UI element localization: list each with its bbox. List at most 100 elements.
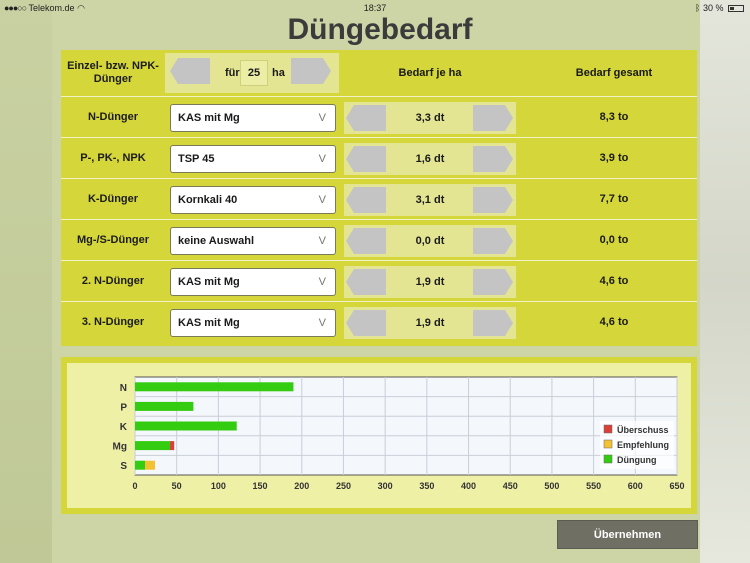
amount-per-ha: 0,0 dt xyxy=(415,235,445,247)
x-tick-label: 600 xyxy=(628,481,643,491)
battery-icon xyxy=(728,5,744,13)
fertilizer-select[interactable]: TSP 45 V xyxy=(170,145,336,173)
amount-decrease-button[interactable] xyxy=(346,105,386,131)
bluetooth-icon: ᛒ xyxy=(695,3,701,13)
apply-button[interactable]: Übernehmen xyxy=(557,520,698,549)
nutrient-bar-chart: NPK Mg S0 50 100 150 200 250 300 350 400 450 500 550 6… xyxy=(113,376,685,491)
arrow-right-icon xyxy=(473,310,513,336)
bar-düngung xyxy=(135,401,194,411)
chart-panel: N P K Mg S 0 50 100 150 200 250 300 350 400 450 500 550 6… xyxy=(61,357,697,514)
amount-increase-button[interactable] xyxy=(473,187,513,213)
bar-überschuss xyxy=(170,441,175,451)
hectare-increase-button[interactable] xyxy=(291,58,331,84)
wifi-icon: ◠ xyxy=(77,3,85,13)
x-tick-label: 550 xyxy=(586,481,601,491)
amount-increase-button[interactable] xyxy=(473,269,513,295)
amount-stepper: 0,0 dt xyxy=(344,225,516,257)
amount-total: 0,0 to xyxy=(599,234,629,246)
amount-decrease-button[interactable] xyxy=(346,310,386,336)
x-tick-label: 650 xyxy=(669,481,684,491)
chevron-down-icon: V xyxy=(318,194,326,206)
row-label: 3. N-Dünger xyxy=(81,315,145,328)
amount-increase-button[interactable] xyxy=(473,146,513,172)
hectare-input[interactable]: 25 xyxy=(240,60,268,86)
status-right: ᛒ 30 % xyxy=(695,3,744,13)
carrier-label: ●●●○○ Telekom.de ◠ xyxy=(4,3,85,13)
arrow-left-icon xyxy=(346,228,386,254)
y-tick-label: S xyxy=(120,461,127,472)
amount-per-ha: 3,1 dt xyxy=(415,194,445,206)
y-tick-label: P xyxy=(120,402,127,413)
arrow-right-icon xyxy=(473,228,513,254)
arrow-right-icon xyxy=(473,105,513,131)
fertilizer-select-value: Kornkali 40 xyxy=(178,194,238,206)
x-tick-label: 50 xyxy=(172,481,182,491)
bar-düngung xyxy=(135,441,171,451)
chevron-down-icon: V xyxy=(318,276,326,288)
fertilizer-select[interactable]: KAS mit Mg V xyxy=(170,268,336,296)
amount-stepper: 1,9 dt xyxy=(344,266,516,298)
amount-stepper: 3,1 dt xyxy=(344,184,516,216)
amount-decrease-button[interactable] xyxy=(346,269,386,295)
row-label: K-Dünger xyxy=(87,192,139,205)
fertilizer-select[interactable]: KAS mit Mg V xyxy=(170,104,336,132)
amount-total: 3,9 to xyxy=(599,152,629,164)
bar-düngung xyxy=(135,421,237,431)
x-tick-label: 500 xyxy=(544,481,559,491)
table-row: 2. N-Dünger KAS mit Mg V 1,9 dt 4,6 to xyxy=(61,260,697,301)
arrow-right-icon xyxy=(473,146,513,172)
legend-swatch xyxy=(603,454,613,464)
bar-düngung xyxy=(135,382,294,392)
arrow-left-icon xyxy=(346,146,386,172)
chevron-down-icon: V xyxy=(318,235,326,247)
table-row: 3. N-Dünger KAS mit Mg V 1,9 dt 4,6 to xyxy=(61,301,697,342)
x-tick-label: 250 xyxy=(336,481,351,491)
column-header-total: Bedarf gesamt xyxy=(575,67,653,79)
x-tick-label: 200 xyxy=(294,481,309,491)
fertilizer-select-value: KAS mit Mg xyxy=(178,317,240,329)
amount-per-ha: 1,6 dt xyxy=(415,153,445,165)
column-header-per-ha: Bedarf je ha xyxy=(398,67,462,79)
amount-per-ha: 1,9 dt xyxy=(415,317,445,329)
arrow-right-icon xyxy=(291,58,331,84)
fertilizer-select-value: TSP 45 xyxy=(178,153,215,165)
hectare-unit: ha xyxy=(272,67,285,79)
amount-per-ha: 3,3 dt xyxy=(415,112,445,124)
fertilizer-select-value: KAS mit Mg xyxy=(178,112,240,124)
x-tick-label: 0 xyxy=(132,481,137,491)
x-tick-label: 300 xyxy=(378,481,393,491)
amount-decrease-button[interactable] xyxy=(346,228,386,254)
bar-düngung xyxy=(135,460,146,470)
arrow-left-icon xyxy=(346,269,386,295)
amount-total: 4,6 to xyxy=(599,316,629,328)
row-label: 2. N-Dünger xyxy=(81,274,145,287)
clock: 18:37 xyxy=(363,3,387,13)
table-row: K-Dünger Kornkali 40 V 3,1 dt 7,7 to xyxy=(61,178,697,219)
bar-empfehlung xyxy=(145,460,156,470)
page-title: Düngebedarf xyxy=(287,13,473,46)
fertilizer-select[interactable]: Kornkali 40 V xyxy=(170,186,336,214)
legend-label: Überschuss xyxy=(617,425,669,435)
amount-decrease-button[interactable] xyxy=(346,187,386,213)
arrow-right-icon xyxy=(473,269,513,295)
row-label: P-, PK-, NPK xyxy=(80,151,146,164)
table-header-row: Einzel- bzw. NPK-Dünger für 25 ha Bedarf… xyxy=(61,50,697,96)
amount-decrease-button[interactable] xyxy=(346,146,386,172)
fertilizer-table: Einzel- bzw. NPK-Dünger für 25 ha Bedarf… xyxy=(61,50,697,346)
chevron-down-icon: V xyxy=(318,317,326,329)
amount-increase-button[interactable] xyxy=(473,105,513,131)
fertilizer-select[interactable]: KAS mit Mg V xyxy=(170,309,336,337)
fertilizer-select-value: keine Auswahl xyxy=(178,235,255,247)
amount-increase-button[interactable] xyxy=(473,310,513,336)
arrow-left-icon xyxy=(170,58,210,84)
x-tick-label: 400 xyxy=(461,481,476,491)
hectare-decrease-button[interactable] xyxy=(170,58,210,84)
hectare-for-label: für xyxy=(225,67,240,79)
amount-total: 4,6 to xyxy=(599,275,629,287)
legend-swatch xyxy=(603,439,613,449)
fertilizer-select[interactable]: keine Auswahl V xyxy=(170,227,336,255)
amount-increase-button[interactable] xyxy=(473,228,513,254)
background-left xyxy=(0,0,62,563)
amount-total: 8,3 to xyxy=(599,111,629,123)
table-row: N-Dünger KAS mit Mg V 3,3 dt 8,3 to xyxy=(61,96,697,137)
